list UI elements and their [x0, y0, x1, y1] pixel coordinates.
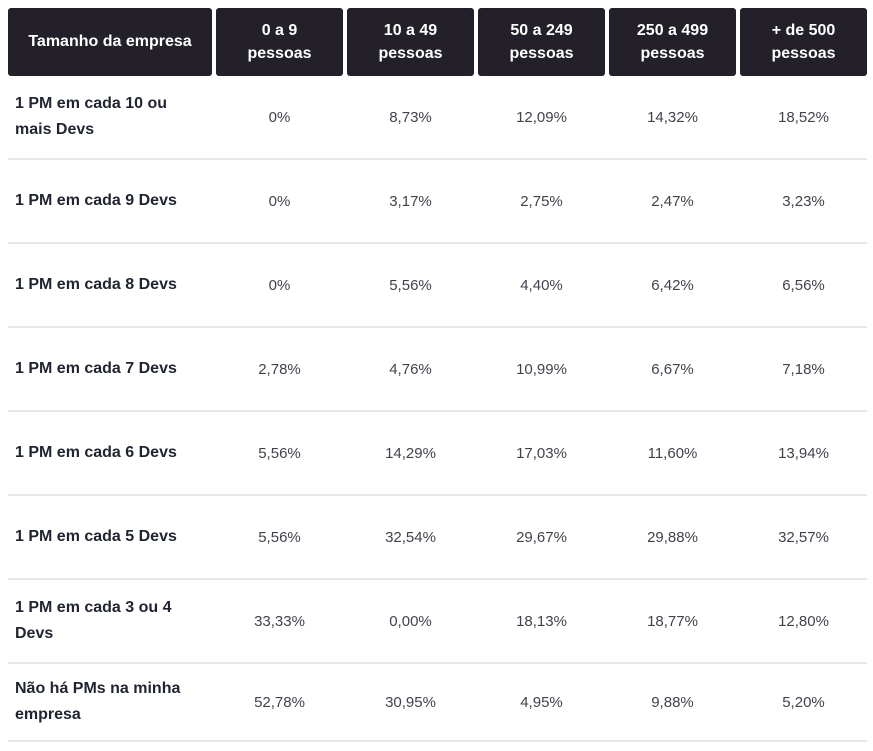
table-header-row: Tamanho da empresa 0 a 9 pessoas 10 a 49… [8, 8, 867, 76]
value-cell: 29,88% [647, 528, 698, 546]
value-cell: 14,29% [385, 444, 436, 462]
value-cell: 4,76% [389, 360, 432, 378]
header-label-line1: 50 a 249 [510, 21, 573, 39]
value-cell: 17,03% [516, 444, 567, 462]
row-label: 1 PM em cada 5 Devs [15, 528, 177, 546]
value-cell: 18,13% [516, 612, 567, 630]
header-cell-10-49: 10 a 49 pessoas [347, 8, 474, 76]
value-cell: 5,56% [258, 444, 301, 462]
row-label: Não há PMs na minha empresa [15, 680, 181, 723]
value-cell: 5,20% [782, 693, 825, 711]
value-cell: 13,94% [778, 444, 829, 462]
value-cell: 9,88% [651, 693, 694, 711]
value-cell: 12,09% [516, 108, 567, 126]
value-cell: 5,56% [389, 276, 432, 294]
value-cell: 52,78% [254, 693, 305, 711]
value-cell: 29,67% [516, 528, 567, 546]
row-label: 1 PM em cada 9 Devs [15, 192, 177, 210]
value-cell: 2,78% [258, 360, 301, 378]
value-cell: 0% [268, 276, 291, 294]
value-cell: 6,42% [651, 276, 694, 294]
value-cell: 30,95% [385, 693, 436, 711]
header-label-line1: 10 a 49 [383, 21, 438, 39]
header-cell-0-9: 0 a 9 pessoas [216, 8, 343, 76]
value-cell: 3,23% [782, 192, 825, 210]
row-label: 1 PM em cada 10 ou mais Devs [15, 95, 168, 138]
value-cell: 4,40% [520, 276, 563, 294]
header-label-line1: + de 500 [771, 21, 836, 39]
header-label: Tamanho da empresa [28, 33, 192, 51]
row-label: 1 PM em cada 3 ou 4 Devs [15, 599, 172, 642]
header-cell-250-499: 250 a 499 pessoas [609, 8, 736, 76]
value-cell: 6,56% [782, 276, 825, 294]
value-cell: 8,73% [389, 108, 432, 126]
value-cell: 18,77% [647, 612, 698, 630]
header-cell-company-size: Tamanho da empresa [8, 8, 212, 76]
value-cell: 6,67% [651, 360, 694, 378]
value-cell: 0,00% [389, 612, 432, 630]
header-label-line2: pessoas [247, 45, 312, 62]
row-label: 1 PM em cada 6 Devs [15, 444, 177, 462]
value-cell: 32,57% [778, 528, 829, 546]
value-cell: 0% [268, 192, 291, 210]
value-cell: 10,99% [516, 360, 567, 378]
value-cell: 12,80% [778, 612, 829, 630]
value-cell: 2,75% [520, 192, 563, 210]
table-row: 1 PM em cada 6 Devs 5,56% 14,29% 17,03% 11,6… [8, 412, 867, 496]
value-cell: 7,18% [782, 360, 825, 378]
value-cell: 18,52% [778, 108, 829, 126]
header-label-line1: 0 a 9 [261, 21, 298, 39]
header-label-line2: pessoas [509, 45, 574, 62]
value-cell: 2,47% [651, 192, 694, 210]
table-row: 1 PM em cada 5 Devs 5,56% 32,54% 29,67% 29,8… [8, 496, 867, 580]
table-row: 1 PM em cada 7 Devs 2,78% 4,76% 10,99% 6,67%… [8, 328, 867, 412]
table-row: 1 PM em cada 8 Devs 0% 5,56% 4,40% 6,42% 6,56… [8, 244, 867, 328]
value-cell: 32,54% [385, 528, 436, 546]
header-label-line2: pessoas [640, 45, 705, 62]
value-cell: 11,60% [647, 444, 698, 462]
value-cell: 33,33% [254, 612, 305, 630]
value-cell: 4,95% [520, 693, 563, 711]
value-cell: 0% [268, 108, 291, 126]
table-row: 1 PM em cada 10 ou mais Devs 0% 8,73% 12,09… [8, 76, 867, 160]
header-cell-500-plus: + de 500 pessoas [740, 8, 867, 76]
table-row: Não há PMs na minha empresa 52,78% 30,95% 4… [8, 664, 867, 742]
table-body: 1 PM em cada 10 ou mais Devs 0% 8,73% 12,09… [8, 76, 867, 742]
value-cell: 5,56% [258, 528, 301, 546]
value-cell: 3,17% [389, 192, 432, 210]
header-label-line2: pessoas [771, 45, 836, 62]
header-label-line1: 250 a 499 [636, 21, 709, 39]
value-cell: 14,32% [647, 108, 698, 126]
table-row: 1 PM em cada 9 Devs 0% 3,17% 2,75% 2,47% 3,23… [8, 160, 867, 244]
row-label: 1 PM em cada 8 Devs [15, 276, 177, 294]
header-cell-50-249: 50 a 249 pessoas [478, 8, 605, 76]
row-label: 1 PM em cada 7 Devs [15, 360, 177, 378]
table-row: 1 PM em cada 3 ou 4 Devs 33,33% 0,00% 18,13… [8, 580, 867, 664]
header-label-line2: pessoas [378, 45, 443, 62]
